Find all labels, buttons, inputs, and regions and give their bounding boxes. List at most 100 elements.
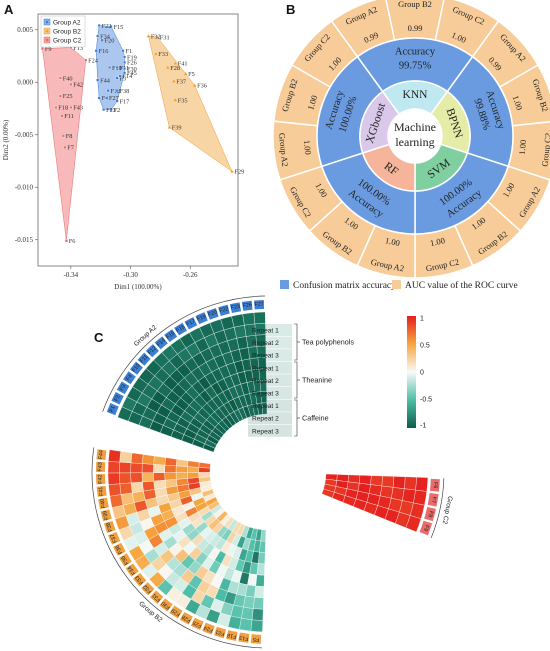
- sample-label: F23: [230, 304, 240, 312]
- compound-bracket: [294, 361, 298, 399]
- sample-label: F7: [430, 496, 437, 503]
- sample-label: F31: [151, 592, 162, 603]
- legend-label: Group C2: [53, 37, 82, 44]
- compound-label: Caffeine: [302, 414, 329, 423]
- sample-label: F30: [161, 600, 172, 610]
- data-point: [115, 66, 119, 69]
- y-axis-label: Dim2 (0.00%): [2, 119, 10, 160]
- heatmap-cell: [251, 608, 264, 621]
- row-label-bg: [248, 387, 292, 399]
- point-label: F24: [88, 57, 99, 64]
- center-title: Machine: [394, 120, 436, 134]
- sample-label: F42: [97, 474, 103, 484]
- heatmap-cell: [254, 585, 265, 599]
- heatmap-cell: [109, 494, 124, 508]
- data-point: [123, 67, 127, 71]
- data-point: [60, 114, 64, 118]
- point-label: F13: [73, 45, 83, 52]
- data-point: [109, 25, 113, 29]
- heatmap-cell: [141, 472, 154, 483]
- sample-tile: [241, 300, 253, 311]
- center-disc: [389, 110, 441, 162]
- sample-label: F34: [127, 565, 137, 576]
- sample-tile: [103, 520, 116, 534]
- compound-label: Tea polyphenols: [302, 338, 354, 347]
- point-label: F3: [120, 75, 127, 82]
- sample-tile: [137, 352, 151, 366]
- data-point: [123, 71, 127, 75]
- row-label: Repeat 3: [252, 428, 279, 435]
- sample-tile: [218, 304, 230, 316]
- sample-label: F9: [422, 524, 430, 532]
- panel-a-letter: A: [4, 2, 14, 17]
- sample-label: F4: [125, 374, 134, 383]
- sample-tile: [254, 300, 265, 310]
- sample-tile: [96, 449, 107, 460]
- sample-label: F16: [175, 324, 186, 334]
- sample-label: F11: [139, 354, 149, 365]
- heatmap-cell: [130, 462, 143, 474]
- sample-tile: [229, 302, 242, 314]
- row-label: Repeat 1: [252, 365, 279, 372]
- sample-label: F17: [185, 318, 196, 328]
- row-labels: Repeat 1 Repeat 2 Repeat 3 Repeat 1 Repeat 2…: [248, 323, 354, 437]
- legend-tick: 0.5: [420, 343, 430, 350]
- group-points: F1F2F3F4F10F11F12F14F15F16F17F19F20F22F2…: [41, 23, 244, 245]
- data-point: [123, 55, 127, 59]
- heatmap-cell: [107, 472, 120, 485]
- data-point: [154, 52, 158, 56]
- point-label: F17: [120, 98, 130, 105]
- sample-tile: [179, 611, 193, 625]
- data-point: [155, 35, 160, 39]
- sample-tile: [141, 582, 155, 596]
- auc-value-label: 0.99: [408, 23, 423, 33]
- data-point: [41, 47, 44, 51]
- sample-tile: [113, 542, 126, 556]
- heatmap-cell: [175, 465, 188, 473]
- compound-bracket: [294, 399, 298, 437]
- data-point: [115, 76, 119, 80]
- data-point: [63, 145, 67, 149]
- axis-ticks: -0.34 -0.30 -0.26 0.005 0.000 -0.005 -0.010 -0.…: [15, 26, 198, 279]
- point-label: F34: [100, 33, 111, 40]
- point-label: F15: [114, 24, 124, 31]
- heatmap-cell: [250, 619, 263, 633]
- data-point: [105, 96, 109, 100]
- sample-tile: [123, 371, 136, 385]
- auc-group-label: Group B2: [398, 0, 432, 9]
- sample-label: F26: [242, 302, 252, 309]
- data-point: [61, 134, 65, 138]
- model-segment: [359, 90, 401, 154]
- point-label: F35: [178, 97, 188, 104]
- point-label: F37: [176, 78, 186, 85]
- row-label-bg: [248, 424, 292, 437]
- sample-label: F1: [109, 405, 117, 413]
- point-label: F43: [73, 105, 83, 112]
- auc-value-label: 1.00: [302, 139, 314, 155]
- heatmap-cell: [141, 463, 154, 473]
- point-label: F28: [170, 65, 180, 72]
- sample-label: F21: [215, 628, 226, 636]
- sample-label: F33: [134, 574, 145, 585]
- sample-label: F20: [207, 310, 218, 319]
- sample-tile: [133, 573, 147, 587]
- group-arc: [91, 447, 262, 649]
- sample-tile: [174, 322, 187, 336]
- data-point: [102, 108, 106, 111]
- heatmap-cell: [359, 475, 372, 485]
- point-label: F33: [158, 51, 168, 58]
- heatmap-cell: [198, 472, 211, 478]
- sample-tile: [419, 520, 433, 536]
- accuracy-label: Accuracy: [395, 47, 436, 58]
- panel-b-letter: B: [286, 2, 295, 17]
- data-point: [84, 58, 88, 62]
- auc-value-label: 1.00: [511, 94, 525, 111]
- group-hull-2: [148, 35, 233, 173]
- point-label: F29: [234, 169, 244, 176]
- row-label: Repeat 2: [252, 416, 279, 423]
- sample-tile: [98, 497, 109, 510]
